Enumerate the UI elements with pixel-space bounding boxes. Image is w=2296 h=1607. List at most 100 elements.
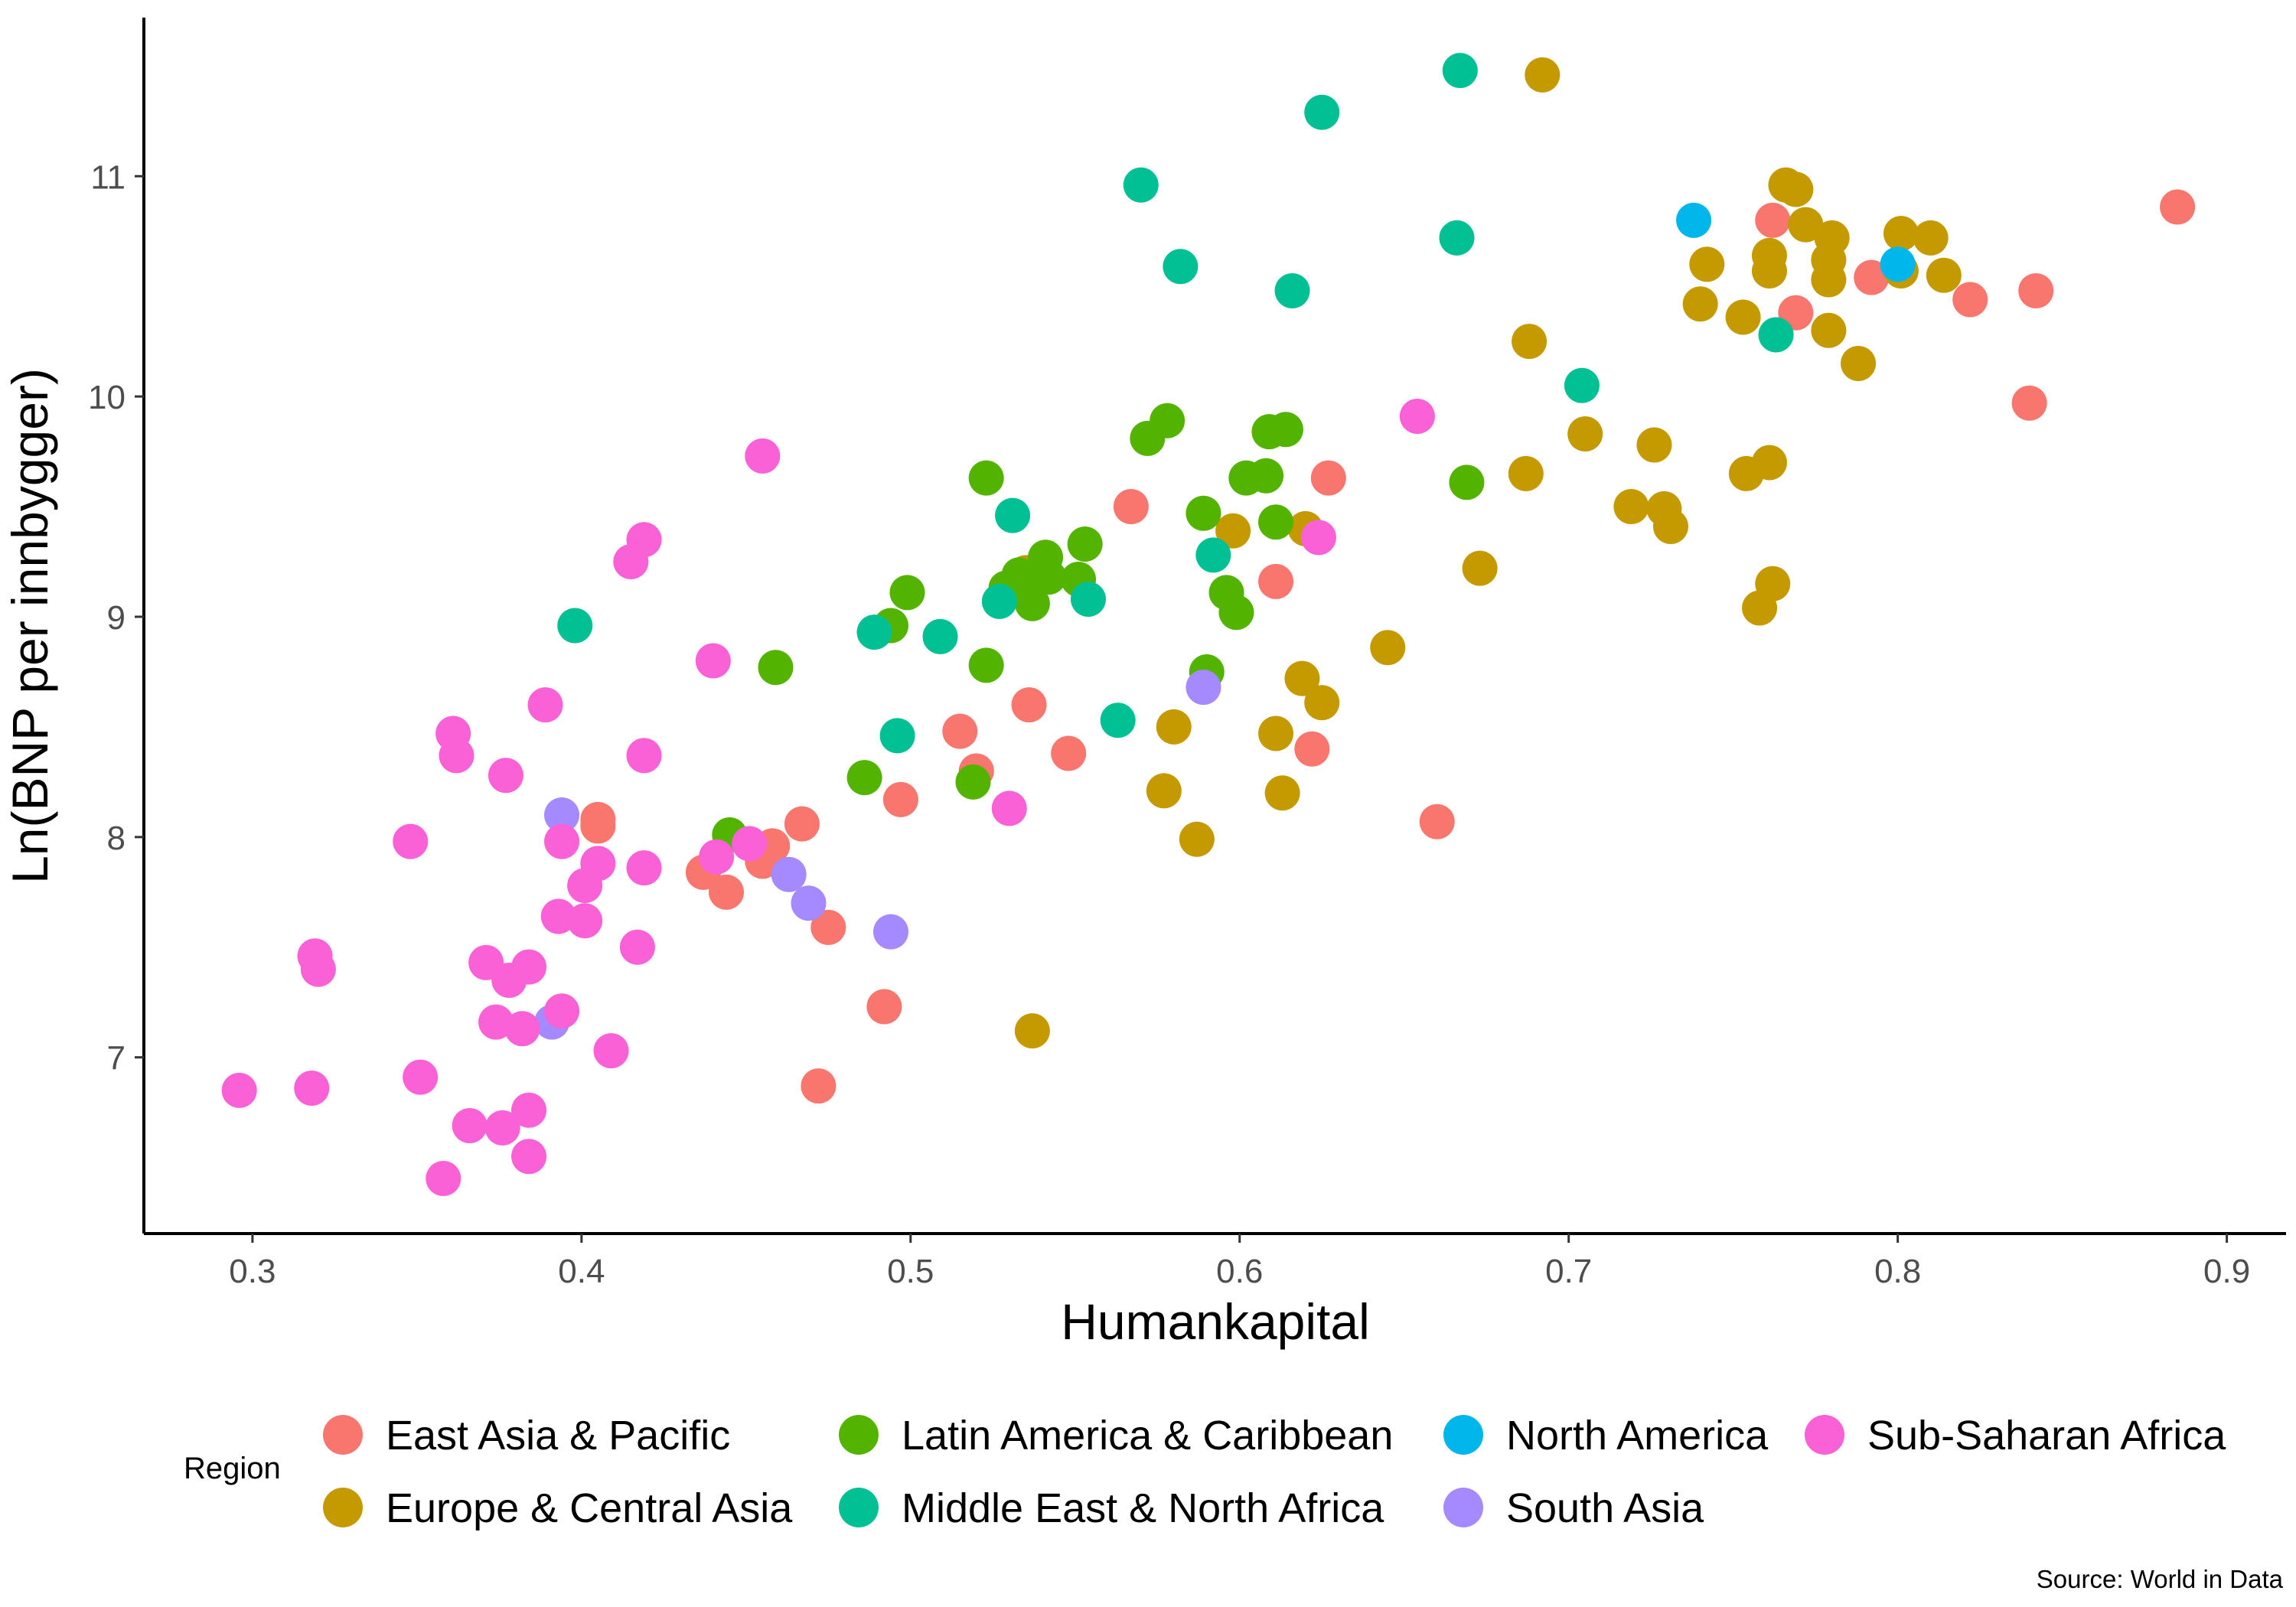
legend-key (839, 1415, 879, 1455)
data-point (393, 823, 429, 859)
data-point (452, 1107, 488, 1143)
data-point (1100, 702, 1136, 738)
legend-label: Middle East & North Africa (902, 1485, 1384, 1531)
data-point (1682, 286, 1718, 322)
data-point (1218, 595, 1254, 631)
data-point (221, 1072, 257, 1108)
legend-label: Europe & Central Asia (386, 1485, 793, 1531)
data-point (1399, 399, 1435, 435)
legend-label: Sub-Saharan Africa (1867, 1413, 2226, 1459)
source-caption: Source: World in Data (2037, 1565, 2284, 1593)
data-point (1742, 590, 1778, 626)
data-point (1248, 458, 1284, 494)
data-point (294, 1071, 330, 1107)
data-point (968, 460, 1004, 496)
data-point (942, 713, 978, 749)
data-point (2160, 189, 2196, 225)
data-point (866, 989, 902, 1025)
data-point (1300, 520, 1336, 556)
y-tick-label: 11 (90, 158, 126, 196)
data-point (557, 608, 593, 644)
data-point (856, 614, 892, 650)
data-point (567, 868, 603, 904)
data-point (1952, 282, 1988, 318)
legend-label: South Asia (1506, 1485, 1704, 1531)
data-point (1310, 460, 1346, 496)
data-point (626, 738, 662, 774)
data-point (879, 718, 915, 754)
data-point (478, 1004, 514, 1040)
data-point (1258, 563, 1294, 599)
legend-key (1805, 1415, 1844, 1455)
data-point (1525, 57, 1561, 93)
data-point (1031, 559, 1067, 595)
data-point (882, 781, 918, 817)
x-tick-label: 0.9 (2203, 1253, 2250, 1290)
data-point (511, 1092, 547, 1128)
data-point (1130, 420, 1166, 456)
data-point (872, 914, 908, 950)
data-point (1011, 687, 1047, 723)
data-point (1179, 821, 1215, 857)
data-point (613, 544, 649, 580)
data-point (619, 929, 655, 965)
data-point (732, 826, 768, 862)
x-tick-label: 0.5 (887, 1253, 934, 1290)
data-point (801, 1068, 837, 1104)
legend-key (839, 1488, 879, 1527)
data-point (1258, 715, 1294, 751)
data-point (2018, 272, 2054, 308)
data-point (2011, 385, 2047, 421)
legend-key (1443, 1488, 1483, 1527)
data-point (1564, 367, 1600, 403)
x-tick-label: 0.8 (1874, 1253, 1921, 1290)
data-point (846, 760, 882, 796)
data-point (1067, 526, 1103, 562)
data-point (1462, 550, 1498, 586)
data-point (1163, 249, 1199, 285)
legend-label: Latin America & Caribbean (902, 1413, 1393, 1459)
data-point (1913, 220, 1949, 256)
data-point (527, 687, 563, 723)
data-point (955, 764, 991, 800)
data-point (1186, 495, 1221, 531)
legend-label: North America (1506, 1413, 1769, 1459)
data-point (791, 885, 827, 921)
data-point (1294, 731, 1330, 767)
data-point (484, 1110, 520, 1146)
data-point (991, 790, 1027, 826)
x-axis-ticks: 0.3 0.4 0.5 0.6 0.7 0.8 0.9 (229, 1234, 2250, 1290)
data-point (1926, 257, 1962, 293)
data-point (511, 949, 547, 985)
data-point (403, 1059, 439, 1095)
data-point (889, 575, 925, 611)
data-point (1014, 585, 1050, 621)
data-point (699, 839, 735, 875)
data-point (1370, 630, 1406, 666)
data-point (1728, 455, 1764, 491)
data-point (1512, 324, 1548, 360)
data-point (1725, 299, 1761, 335)
data-point (1652, 508, 1688, 544)
data-point (580, 808, 616, 844)
data-point (504, 1011, 540, 1047)
data-point (745, 438, 781, 474)
data-point (1841, 345, 1877, 381)
data-point (300, 951, 336, 987)
x-tick-label: 0.3 (229, 1253, 276, 1290)
data-point (1676, 202, 1712, 238)
data-point (1264, 775, 1300, 811)
data-point (968, 647, 1004, 683)
x-tick-label: 0.6 (1216, 1253, 1263, 1290)
data-point (626, 850, 662, 886)
data-point (511, 1139, 547, 1175)
y-tick-label: 10 (88, 379, 126, 416)
data-point (1778, 171, 1814, 207)
y-axis-title: Ln(BNP per innbygger) (2, 368, 58, 884)
data-point (1186, 670, 1221, 706)
legend-key (1443, 1415, 1483, 1455)
data-point (1146, 773, 1182, 809)
legend-label: East Asia & Pacific (386, 1413, 730, 1459)
data-point (758, 650, 794, 686)
